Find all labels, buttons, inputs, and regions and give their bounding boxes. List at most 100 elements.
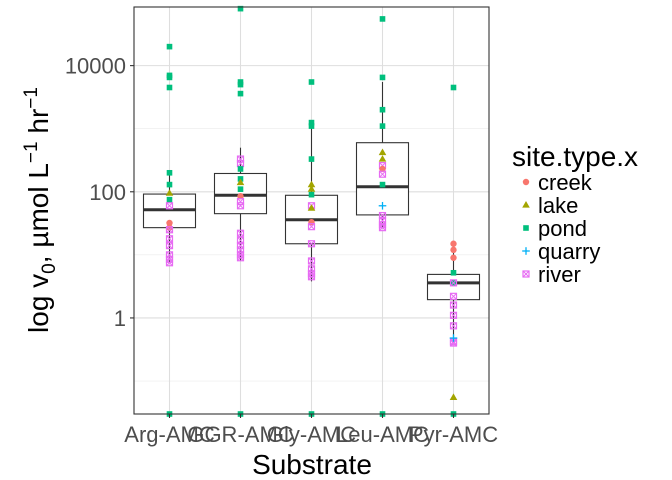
point-river <box>307 273 316 281</box>
point-pond <box>308 156 315 162</box>
point-pond <box>166 84 173 91</box>
x-axis-title: Substrate <box>252 449 372 480</box>
point-river <box>378 170 387 178</box>
point-river <box>307 240 316 248</box>
point-river <box>165 226 174 234</box>
point-river-box <box>236 246 245 254</box>
point-lake <box>307 204 316 211</box>
y-tick-label: 10000 <box>65 54 126 79</box>
legend-key-river-d2 <box>522 270 530 278</box>
y-axis-title-subscript: 0 <box>39 263 60 274</box>
x-tick-label: Leu-AMC <box>336 422 429 447</box>
point-pond <box>166 169 173 176</box>
point-pond <box>308 123 315 129</box>
point-river-box <box>165 235 174 243</box>
point-river-box <box>165 226 174 234</box>
point-river-d2 <box>166 235 173 243</box>
point-river-box <box>378 211 387 220</box>
legend-key-quarry <box>522 247 530 255</box>
legend-label: pond <box>538 216 587 241</box>
point-river-d2 <box>450 301 457 309</box>
point-lake <box>378 148 387 156</box>
point-pond <box>308 191 315 198</box>
x-tick-label: GGR-AMC <box>187 422 293 447</box>
point-river-box <box>165 242 174 250</box>
point-creek <box>450 254 457 261</box>
point-pond <box>379 106 386 113</box>
point-river-box <box>236 242 245 250</box>
point-river-box <box>236 236 245 244</box>
point-river-d2 <box>450 279 457 287</box>
point-lake <box>378 155 387 162</box>
point-pond <box>379 74 386 81</box>
point-pond <box>166 43 173 50</box>
point-river-d2 <box>308 257 315 265</box>
legend-item-quarry: quarry <box>522 239 600 264</box>
point-river-d2 <box>379 224 386 232</box>
point-river-d2 <box>308 273 315 281</box>
x-tick-label: Gly-AMC <box>267 422 356 447</box>
legend-item-lake: lake <box>522 193 578 218</box>
point-river-d2 <box>237 160 244 167</box>
point-pond <box>308 79 315 85</box>
point-lake <box>165 189 174 196</box>
point-river-box <box>165 251 174 259</box>
point-pond <box>237 186 244 192</box>
point-pond <box>308 119 315 126</box>
point-river-d2 <box>308 240 315 248</box>
point-river-box <box>449 311 458 319</box>
point-river <box>165 242 174 250</box>
legend-label: river <box>538 262 581 287</box>
point-creek <box>166 224 173 231</box>
point-river-d2 <box>237 202 244 210</box>
point-river-d2 <box>450 339 457 347</box>
point-river-box <box>307 240 316 248</box>
point-river-box <box>378 170 387 178</box>
legend-item-creek: creek <box>522 170 593 195</box>
point-river-box <box>378 216 387 225</box>
y-axis-ticks: 1 100 10000 <box>65 54 134 331</box>
point-lake <box>449 393 458 400</box>
point-pond <box>237 81 244 88</box>
legend-key-lake <box>522 201 530 208</box>
point-river-box <box>449 279 458 287</box>
point-river-box <box>236 197 245 206</box>
point-river-box <box>236 254 245 262</box>
point-river-box <box>236 155 245 163</box>
point-lake <box>307 180 316 188</box>
point-river-d2 <box>237 254 244 262</box>
point-river <box>449 311 458 319</box>
point-river-box <box>307 265 316 273</box>
point-river-d2 <box>308 223 315 231</box>
point-pond <box>379 16 386 22</box>
legend-key-creek <box>522 178 530 186</box>
x-tick-label: Pyr-AMC <box>409 422 498 447</box>
point-pond <box>237 90 244 97</box>
point-creek <box>379 165 386 173</box>
point-river <box>449 301 458 309</box>
point-river <box>449 322 458 330</box>
point-creek <box>450 240 457 247</box>
point-creek <box>450 246 457 254</box>
point-pond <box>450 269 457 276</box>
point-pond <box>166 196 173 203</box>
y-axis-title-superscript: −1 <box>21 87 42 109</box>
point-pond <box>237 166 244 172</box>
legend-label: creek <box>538 170 593 195</box>
legend-item-river: river <box>522 262 581 287</box>
plot-panel <box>133 5 490 417</box>
point-river <box>449 279 458 287</box>
y-axis-title: log v0, µmol L−1 hr−1 <box>21 87 60 333</box>
point-river <box>165 235 174 243</box>
point-river-box <box>236 202 245 210</box>
point-river-d2 <box>379 170 386 178</box>
point-river-box <box>378 224 387 232</box>
legend-key-river <box>522 270 530 278</box>
point-river-box <box>165 259 174 267</box>
point-river-box <box>449 322 458 330</box>
point-river-box <box>449 292 458 300</box>
legend-item-pond: pond <box>523 216 587 241</box>
point-river-box <box>307 223 316 231</box>
